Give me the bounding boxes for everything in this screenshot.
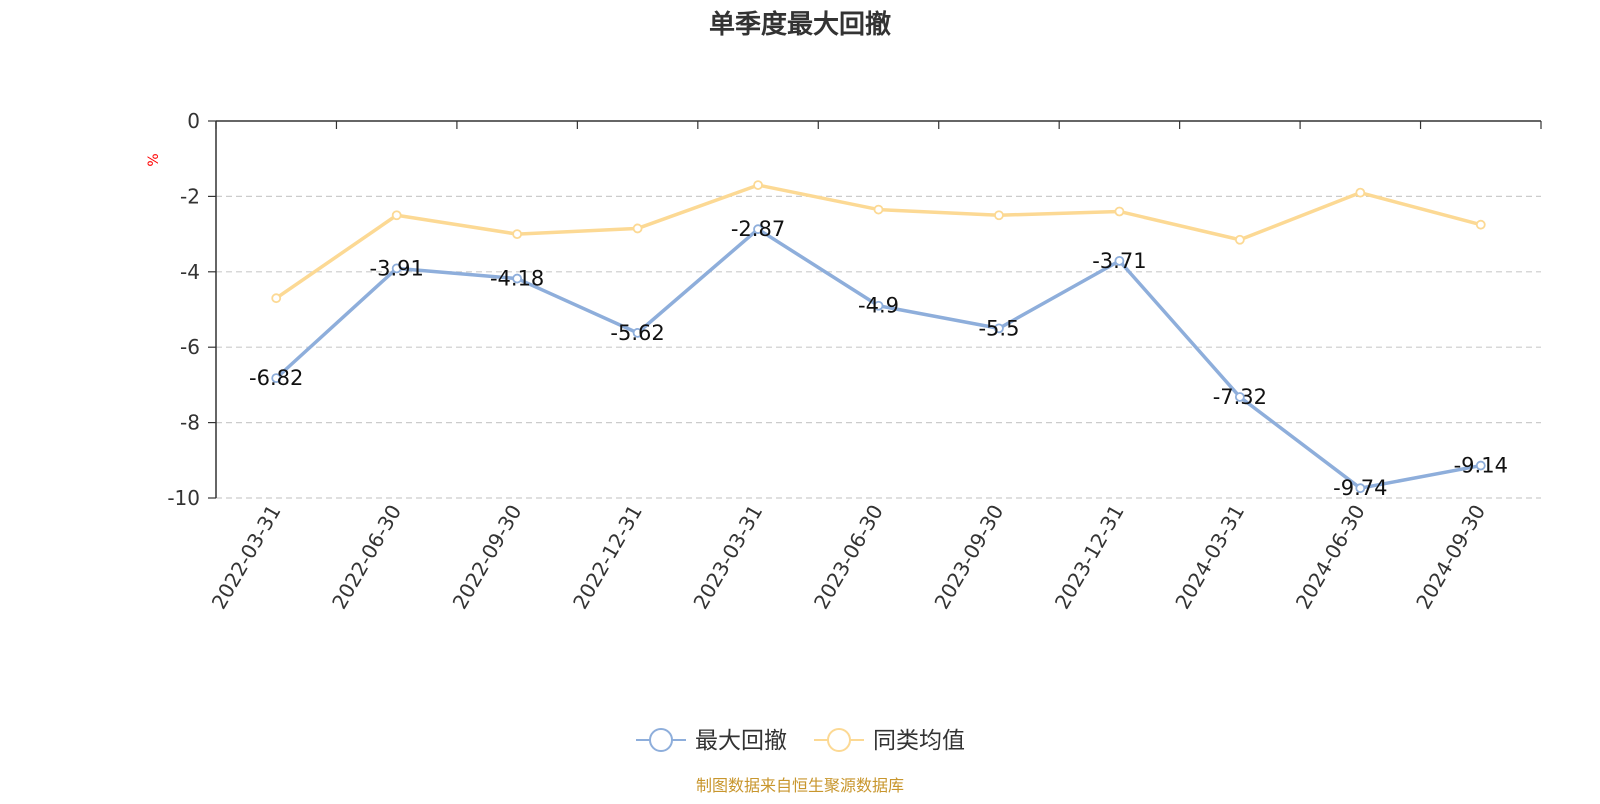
data-point: [994, 323, 1004, 334]
data-point: [632, 327, 643, 338]
data-point: [1475, 460, 1486, 471]
data-label: -3.71: [1092, 249, 1146, 273]
data-label: -6.82: [249, 366, 303, 390]
legend-label: 同类均值: [873, 728, 965, 754]
grid-lines: [216, 195, 1541, 499]
data-point: [1234, 234, 1245, 245]
data-point: [873, 204, 884, 215]
x-tick-label: 2024-03-31: [1170, 501, 1249, 614]
y-tick-label: -4: [180, 260, 200, 284]
data-label: -3.91: [370, 256, 424, 280]
y-tick-label: -10: [167, 486, 200, 510]
legend-marker-icon: [649, 728, 673, 752]
y-axis-unit: %: [146, 153, 162, 166]
data-label: -5.5: [978, 316, 1019, 340]
y-tick-label: 0: [187, 109, 200, 133]
x-tick-label: 2024-06-30: [1291, 501, 1370, 614]
axes: 0 -2 -4 -6 -8 -10 2022-03-31 2022-06-30 2022-09-…: [167, 109, 1542, 614]
legend-label: 最大回撤: [695, 728, 787, 754]
data-point: [271, 293, 282, 304]
data-point: [271, 373, 282, 384]
data-label: -7.32: [1213, 385, 1267, 409]
data-label: -2.87: [731, 217, 785, 241]
data-label: -9.74: [1333, 476, 1387, 500]
y-tick-label: -2: [180, 184, 200, 208]
data-point: [512, 229, 523, 240]
legend: 最大回撤 同类均值: [636, 728, 965, 754]
data-point: [391, 210, 402, 221]
data-point: [1475, 219, 1486, 230]
series-lines: [271, 180, 1486, 494]
chart-title: 单季度最大回撤: [709, 9, 891, 40]
data-point: [391, 263, 402, 274]
data-point: [1355, 483, 1366, 494]
y-tick-label: -6: [180, 335, 200, 359]
data-point: [873, 300, 884, 311]
y-tick-label: -8: [180, 411, 200, 435]
legend-marker-icon: [827, 728, 851, 752]
data-labels: -6.82 -3.91 -4.18 -5.62 -2.87 -4.9 -5.5 -3.71 -7…: [249, 217, 1508, 500]
data-point: [753, 224, 763, 235]
data-label: -9.14: [1454, 454, 1508, 478]
x-tick-label: 2023-03-31: [688, 501, 767, 614]
x-tick-label: 2023-06-30: [809, 501, 888, 614]
series-line: [275, 183, 1482, 300]
x-tick-label: 2022-09-30: [448, 501, 527, 614]
x-tick-label: 2022-03-31: [207, 501, 286, 614]
data-point: [994, 210, 1004, 221]
data-point: [1114, 206, 1125, 217]
data-point: [512, 273, 523, 284]
data-point: [1114, 255, 1125, 266]
data-point: [1234, 392, 1245, 402]
data-label: -4.9: [858, 294, 899, 318]
x-tick-label: 2023-09-30: [929, 501, 1008, 614]
x-tick-label: 2022-06-30: [327, 501, 406, 614]
source-note: 制图数据来自恒生聚源数据库: [696, 776, 904, 795]
data-point: [632, 223, 643, 234]
x-tick-label: 2023-12-31: [1050, 501, 1129, 614]
x-tick-label: 2022-12-31: [568, 501, 647, 614]
data-label: -4.18: [490, 267, 544, 291]
data-label: -5.62: [610, 321, 664, 345]
series-line: [275, 227, 1482, 490]
data-point: [1355, 187, 1366, 198]
x-tick-label: 2024-09-30: [1411, 501, 1490, 614]
data-point: [753, 180, 763, 190]
